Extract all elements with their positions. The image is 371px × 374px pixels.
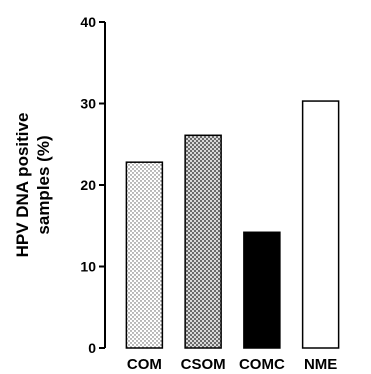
x-tick-label: COM — [127, 356, 162, 373]
bar-com — [125, 161, 164, 349]
y-axis-title: HPV DNA positive samples (%) — [13, 113, 53, 258]
bars — [125, 100, 340, 349]
y-tick-label: 10 — [80, 259, 96, 275]
y-axis-title-line-1: HPV DNA positive — [13, 113, 32, 258]
y-tick-label: 40 — [80, 14, 96, 30]
x-tick-label: CSOM — [181, 356, 226, 373]
y-axis-title-line-2: samples (%) — [34, 135, 53, 234]
x-tick-label: COMC — [239, 356, 285, 373]
bar-comc — [243, 231, 281, 349]
y-tick-label: 30 — [80, 96, 96, 112]
x-tick-label: NME — [304, 356, 337, 373]
y-axis: 0 10 20 30 40 — [80, 14, 106, 356]
y-tick-label: 20 — [80, 177, 96, 193]
bar-nme — [301, 100, 340, 349]
y-tick-label: 0 — [88, 340, 96, 356]
x-axis: COM CSOM COMC NME — [127, 356, 337, 373]
bar-csom — [184, 134, 222, 349]
